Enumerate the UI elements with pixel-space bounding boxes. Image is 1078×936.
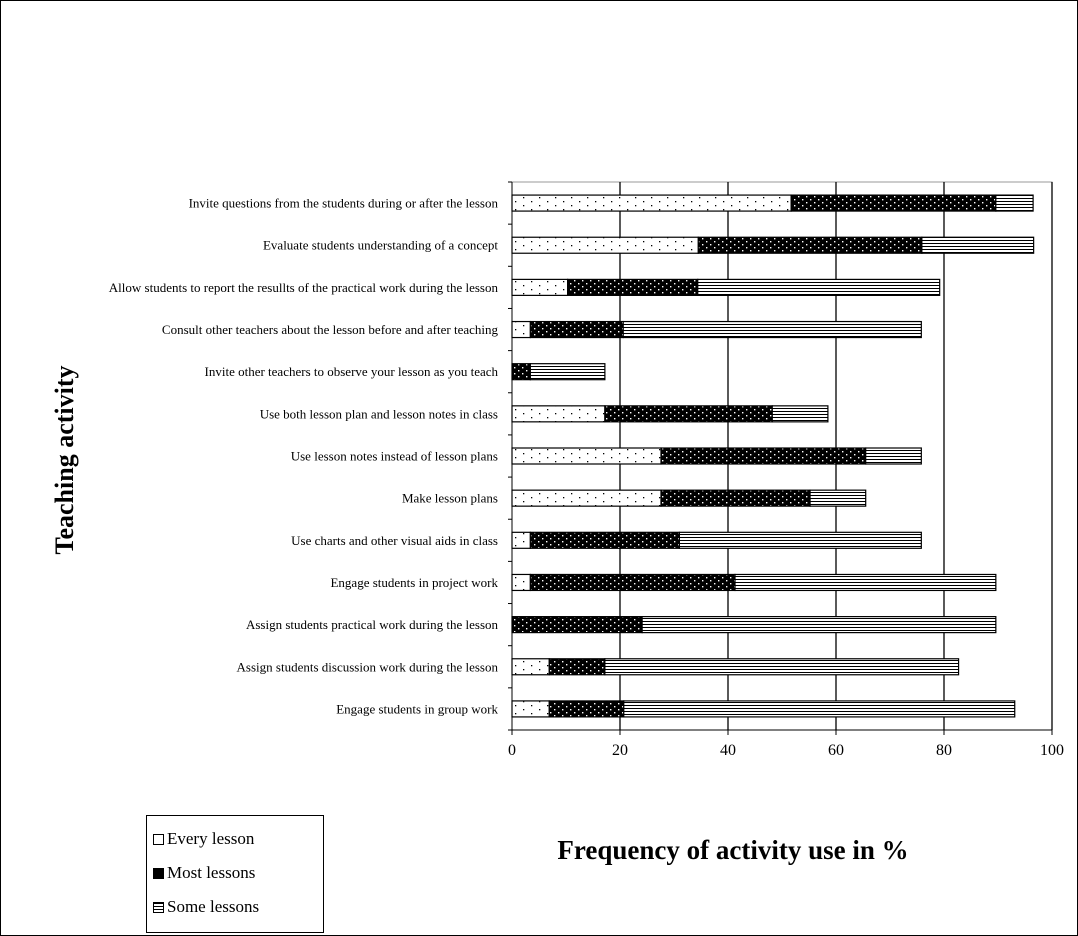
- most-lessons-swatch-icon: [153, 867, 164, 879]
- category-label: Invite questions from the students durin…: [189, 196, 499, 211]
- category-label: Consult other teachers about the lesson …: [162, 322, 499, 337]
- bar-most-lessons: [660, 447, 867, 465]
- legend: Every lesson Most lessons Some lessons: [146, 815, 324, 933]
- bar-most-lessons: [567, 278, 699, 296]
- category-label: Invite other teachers to observe your le…: [205, 364, 499, 379]
- bar-some-lessons: [697, 278, 941, 296]
- bar-some-lessons: [622, 320, 922, 339]
- legend-item-every-lesson: Every lesson: [147, 822, 323, 856]
- category-label: Evaluate students understanding of a con…: [263, 238, 498, 253]
- bar-most-lessons: [660, 489, 811, 507]
- x-tick-label: 60: [828, 742, 844, 759]
- every-lesson-swatch-icon: [153, 833, 164, 845]
- category-label: Use lesson notes instead of lesson plans: [291, 449, 498, 464]
- bar-every-lesson: [511, 658, 550, 676]
- x-tick-label: 20: [612, 742, 628, 759]
- bar-every-lesson: [511, 700, 550, 718]
- legend-label-most-lessons: Most lessons: [167, 863, 256, 882]
- category-label: Assign students practical work during th…: [246, 617, 499, 632]
- bar-every-lesson: [511, 194, 792, 212]
- category-label: Engage students in project work: [330, 575, 498, 590]
- category-label: Assign students discussion work during t…: [237, 659, 499, 674]
- bar-most-lessons: [529, 320, 624, 339]
- bar-most-lessons: [511, 616, 643, 634]
- bar-every-lesson: [511, 489, 662, 507]
- legend-label-every-lesson: Every lesson: [167, 829, 255, 848]
- bar-some-lessons: [995, 194, 1034, 212]
- x-tick-label: 0: [508, 742, 516, 759]
- bar-most-lessons: [548, 658, 606, 676]
- bar-most-lessons: [604, 405, 773, 423]
- bar-every-lesson: [511, 236, 699, 254]
- some-lessons-swatch-icon: [153, 901, 164, 913]
- bar-some-lessons: [865, 447, 922, 465]
- category-label: Make lesson plans: [402, 491, 498, 506]
- bar-most-lessons: [529, 531, 680, 549]
- category-label: Engage students in group work: [336, 701, 498, 716]
- bar-some-lessons: [678, 531, 922, 549]
- bar-some-lessons: [529, 363, 606, 381]
- bar-every-lesson: [511, 447, 662, 465]
- legend-item-some-lessons: Some lessons: [147, 890, 323, 924]
- x-tick-label: 100: [1040, 742, 1064, 759]
- bar-every-lesson: [511, 278, 569, 296]
- bar-most-lessons: [697, 236, 923, 254]
- x-axis-title: Frequency of activity use in %: [557, 835, 908, 865]
- legend-label-some-lessons: Some lessons: [167, 897, 260, 916]
- bar-some-lessons: [809, 489, 867, 507]
- bar-some-lessons: [921, 236, 1035, 254]
- bar-some-lessons: [623, 700, 1016, 718]
- bar-some-lessons: [734, 573, 997, 592]
- bar-every-lesson: [511, 320, 531, 339]
- bar-some-lessons: [771, 405, 829, 423]
- category-label: Use charts and other visual aids in clas…: [291, 533, 498, 548]
- x-tick-label: 80: [936, 742, 952, 759]
- bar-every-lesson: [511, 573, 531, 592]
- bar-every-lesson: [511, 531, 531, 549]
- bar-most-lessons: [790, 194, 997, 212]
- legend-item-most-lessons: Most lessons: [147, 856, 323, 890]
- bar-most-lessons: [548, 700, 625, 718]
- bar-most-lessons: [529, 573, 736, 592]
- bar-most-lessons: [511, 363, 531, 381]
- bar-some-lessons: [604, 658, 960, 676]
- bar-some-lessons: [641, 616, 997, 634]
- category-label: Use both lesson plan and lesson notes in…: [260, 406, 498, 421]
- bar-every-lesson: [511, 405, 606, 423]
- category-label: Allow students to report the resullts of…: [109, 280, 499, 295]
- x-tick-label: 40: [720, 742, 736, 759]
- y-axis-title: Teaching activity: [50, 366, 79, 555]
